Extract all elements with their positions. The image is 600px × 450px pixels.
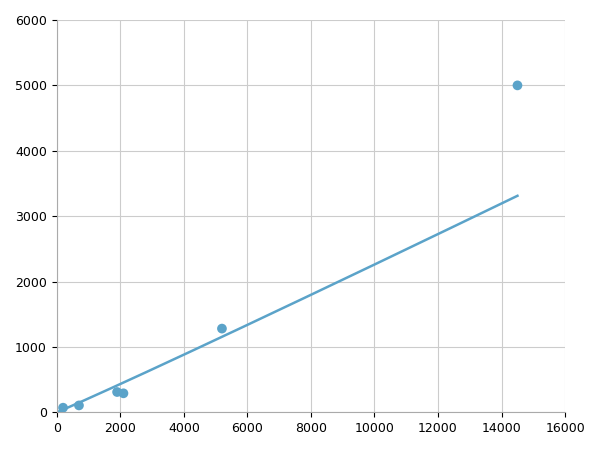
Point <box>217 325 227 332</box>
Point <box>74 402 84 409</box>
Point <box>112 388 122 396</box>
Point <box>58 404 68 411</box>
Point <box>119 390 128 397</box>
Point <box>512 82 522 89</box>
